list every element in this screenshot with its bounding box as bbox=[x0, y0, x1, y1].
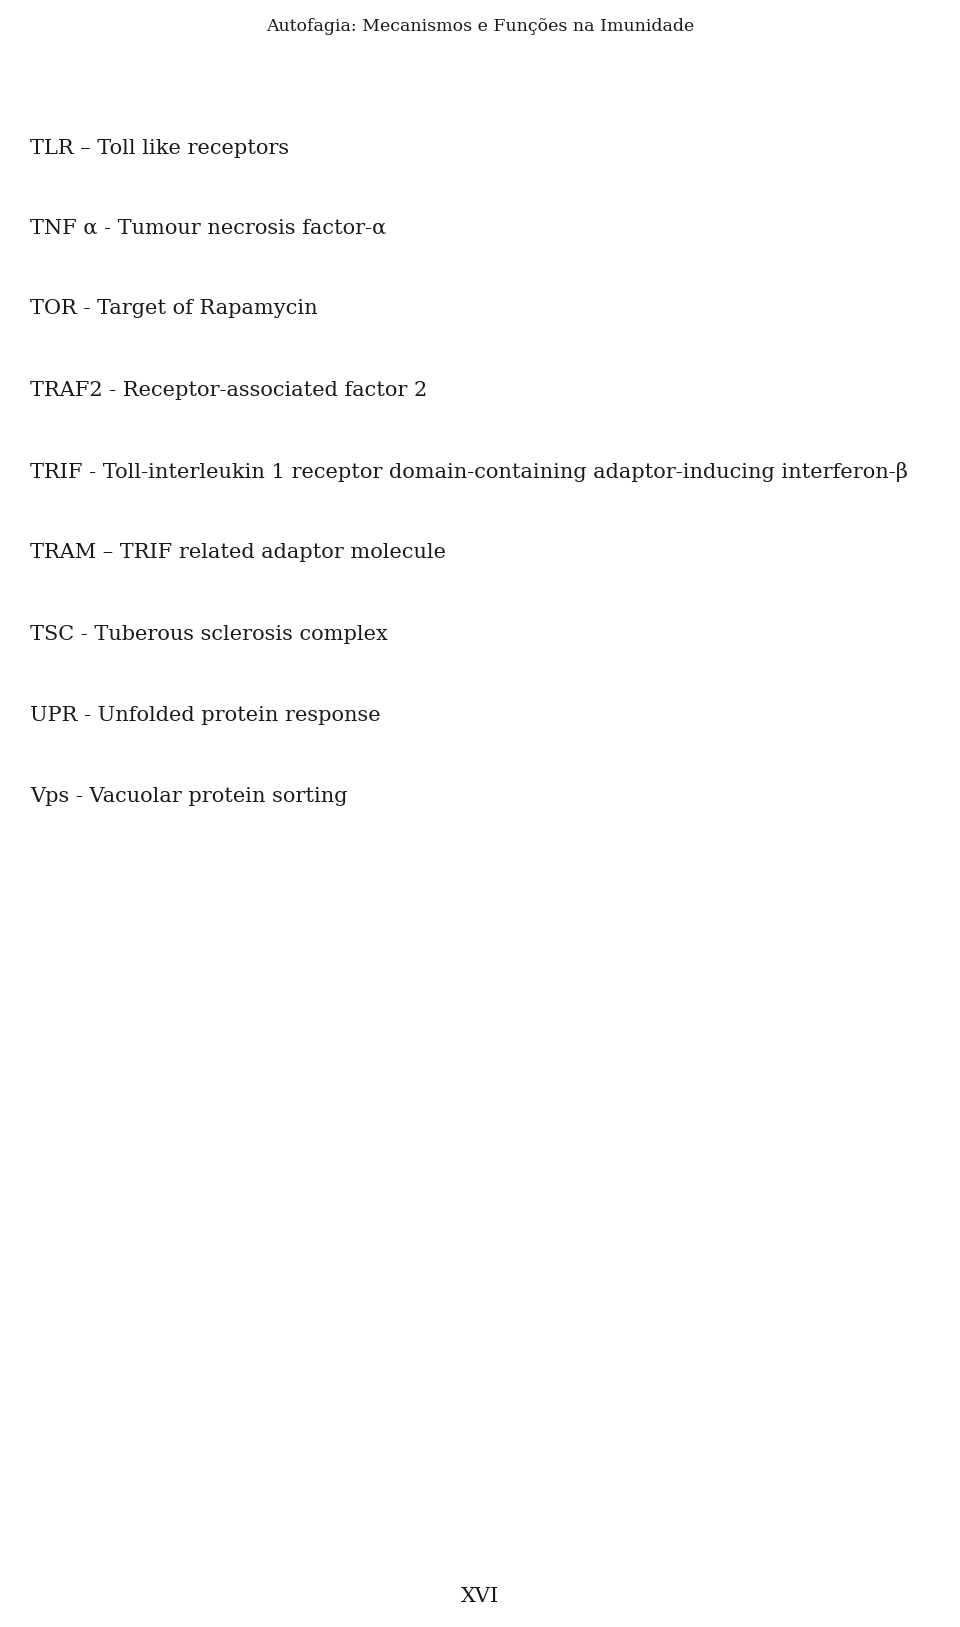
Text: UPR - Unfolded protein response: UPR - Unfolded protein response bbox=[30, 706, 380, 724]
Text: TRIF - Toll-interleukin 1 receptor domain-containing adaptor-inducing interferon: TRIF - Toll-interleukin 1 receptor domai… bbox=[30, 462, 908, 482]
Text: TRAF2 - Receptor-associated factor 2: TRAF2 - Receptor-associated factor 2 bbox=[30, 381, 427, 400]
Text: TRAM – TRIF related adaptor molecule: TRAM – TRIF related adaptor molecule bbox=[30, 543, 446, 563]
Text: TLR – Toll like receptors: TLR – Toll like receptors bbox=[30, 138, 289, 158]
Text: TOR - Target of Rapamycin: TOR - Target of Rapamycin bbox=[30, 298, 318, 317]
Text: XVI: XVI bbox=[461, 1588, 499, 1606]
Text: TNF α - Tumour necrosis factor-α: TNF α - Tumour necrosis factor-α bbox=[30, 218, 386, 238]
Text: Vps - Vacuolar protein sorting: Vps - Vacuolar protein sorting bbox=[30, 786, 348, 805]
Text: Autofagia: Mecanismos e Funções na Imunidade: Autofagia: Mecanismos e Funções na Imuni… bbox=[266, 18, 694, 36]
Text: TSC - Tuberous sclerosis complex: TSC - Tuberous sclerosis complex bbox=[30, 625, 388, 644]
